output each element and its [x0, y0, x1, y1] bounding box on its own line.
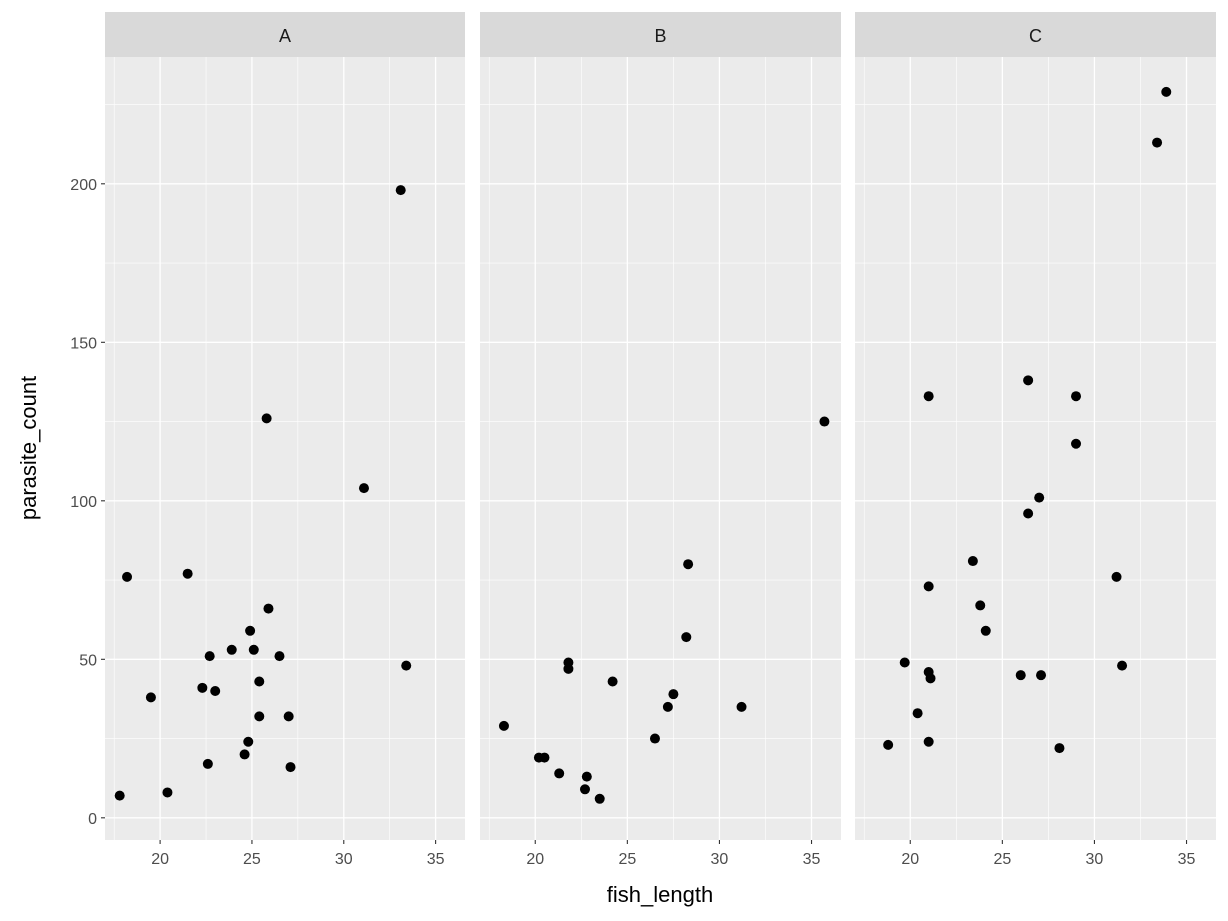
data-point	[607, 676, 618, 687]
data-point	[162, 787, 173, 798]
facet-strip	[855, 12, 1216, 57]
x-tick-label: 20	[526, 851, 544, 868]
x-tick-label: 30	[711, 851, 729, 868]
data-point	[581, 771, 592, 782]
data-point	[114, 790, 125, 801]
y-tick-label: 50	[79, 652, 97, 669]
panel-background	[855, 57, 1216, 840]
data-point	[554, 768, 565, 779]
data-point	[668, 689, 679, 700]
data-point	[1015, 670, 1026, 681]
x-tick-label: 25	[243, 851, 261, 868]
data-point	[285, 762, 296, 773]
data-point	[912, 708, 923, 719]
data-point	[967, 556, 978, 567]
data-point	[254, 711, 265, 722]
data-point	[1054, 743, 1065, 754]
data-point	[395, 185, 406, 196]
data-point	[1034, 492, 1045, 503]
y-tick-label: 100	[70, 494, 97, 511]
data-point	[1071, 391, 1082, 402]
data-point	[239, 749, 250, 760]
data-point	[925, 673, 936, 684]
data-point	[202, 758, 213, 769]
data-point	[1071, 438, 1082, 449]
data-point	[401, 660, 412, 671]
data-point	[579, 784, 590, 795]
panel-background	[105, 57, 465, 840]
data-point	[539, 752, 550, 763]
data-point	[980, 625, 991, 636]
x-tick-label: 20	[901, 851, 919, 868]
data-point	[243, 736, 254, 747]
data-point	[1152, 137, 1163, 148]
x-tick-label: 35	[1178, 851, 1196, 868]
data-point	[883, 739, 894, 750]
data-point	[923, 736, 934, 747]
panel-background	[480, 57, 841, 840]
data-point	[122, 571, 133, 582]
data-point	[254, 676, 265, 687]
data-point	[274, 651, 285, 662]
x-tick-label: 30	[1086, 851, 1104, 868]
data-point	[210, 686, 221, 697]
x-tick-label: 25	[993, 851, 1011, 868]
data-point	[683, 559, 694, 570]
data-point	[197, 682, 208, 693]
facet-strip-label: B	[654, 26, 666, 46]
data-point	[1036, 670, 1047, 681]
data-point	[245, 625, 256, 636]
data-point	[923, 581, 934, 592]
x-tick-label: 25	[618, 851, 636, 868]
data-point	[662, 701, 673, 712]
data-point	[649, 733, 660, 744]
x-tick-label: 30	[335, 851, 353, 868]
data-point	[975, 600, 986, 611]
data-point	[358, 483, 369, 494]
data-point	[1023, 508, 1034, 519]
data-point	[1117, 660, 1128, 671]
data-point	[182, 568, 193, 579]
data-point	[681, 632, 692, 643]
facet-strip-label: A	[279, 26, 291, 46]
x-tick-label: 35	[803, 851, 821, 868]
data-point	[204, 651, 215, 662]
data-point	[594, 793, 605, 804]
data-point	[283, 711, 294, 722]
x-tick-label: 35	[427, 851, 445, 868]
data-point	[1023, 375, 1034, 386]
facet-strip	[480, 12, 841, 57]
y-tick-label: 0	[88, 811, 97, 828]
data-point	[1111, 571, 1122, 582]
x-axis-title: fish_length	[607, 882, 713, 907]
data-point	[923, 391, 934, 402]
data-point	[819, 416, 830, 427]
data-point	[261, 413, 272, 424]
data-point	[736, 701, 747, 712]
data-point	[226, 644, 237, 655]
data-point	[899, 657, 910, 668]
data-point	[563, 663, 574, 674]
y-axis-title: parasite_count	[16, 376, 41, 520]
data-point	[145, 692, 156, 703]
y-tick-label: 150	[70, 335, 97, 352]
x-tick-label: 20	[151, 851, 169, 868]
data-point	[498, 720, 509, 731]
facet-strip	[105, 12, 465, 57]
y-tick-label: 200	[70, 177, 97, 194]
data-point	[1161, 86, 1172, 97]
data-point	[248, 644, 259, 655]
facet-strip-label: C	[1029, 26, 1042, 46]
data-point	[263, 603, 274, 614]
